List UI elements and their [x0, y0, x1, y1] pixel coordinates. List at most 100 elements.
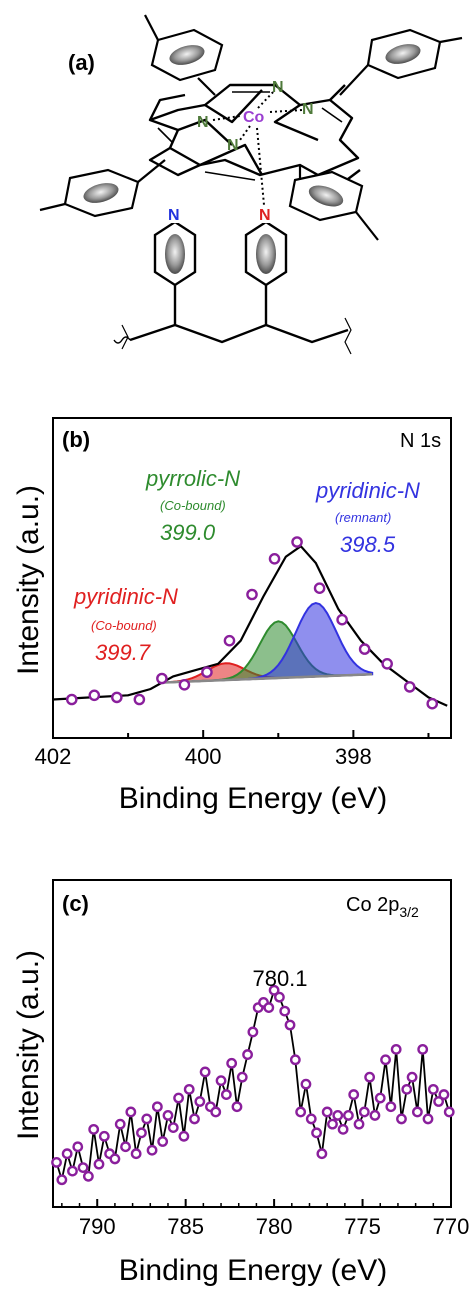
data-point: [332, 1110, 344, 1121]
x-tick-label: 775: [344, 1214, 381, 1239]
data-point: [343, 1110, 354, 1121]
panel-b-y-axis-title: Intensity (a.u.): [12, 485, 45, 675]
data-point: [98, 1130, 110, 1142]
data-point: [291, 536, 303, 548]
pyridinic-co-value: 399.7: [95, 640, 151, 665]
tolyl-group-top-left: [144, 14, 224, 96]
porphyrin-ring: [148, 83, 361, 187]
data-point: [56, 1174, 68, 1186]
data-point: [364, 1071, 376, 1083]
data-point: [130, 1148, 142, 1160]
data-point: [51, 1156, 62, 1168]
data-point: [305, 1113, 317, 1125]
pyridinic-remnant-value: 398.5: [340, 532, 396, 557]
data-point: [93, 1158, 105, 1170]
pyridine-n-left: N: [168, 207, 180, 224]
panel-c-corner-label: Co 2p3/2: [346, 894, 419, 920]
data-point: [141, 1113, 153, 1125]
data-point: [156, 672, 168, 685]
panel-a-label: (a): [68, 50, 95, 75]
data-point: [183, 1083, 195, 1095]
data-point: [427, 1083, 439, 1095]
x-tick-label: 398: [335, 744, 372, 769]
data-point: [88, 689, 101, 702]
coordination-bonds: [212, 89, 303, 206]
data-point: [231, 1101, 243, 1113]
pyridine-ring-right: [244, 205, 288, 325]
data-point: [178, 1130, 190, 1142]
pyridinic-co-sub: (Co-bound): [91, 618, 157, 633]
data-point: [109, 1153, 121, 1165]
pyrrolic-n-name: pyrrolic-N: [145, 466, 240, 491]
x-tick-label: 790: [79, 1214, 116, 1239]
data-point: [111, 691, 123, 704]
data-point: [189, 1113, 200, 1125]
data-point: [67, 1165, 78, 1177]
porphyrin-n-bottom: N: [227, 137, 239, 154]
data-point: [120, 1141, 131, 1153]
panel-b-corner-label: N 1s: [400, 430, 441, 452]
data-point: [353, 1118, 365, 1130]
data-point: [313, 582, 326, 595]
panel-b-x-axis-title: Binding Energy (eV): [119, 782, 387, 815]
data-point: [390, 1043, 402, 1055]
data-point: [316, 1148, 328, 1160]
pyridine-n-right: N: [259, 207, 271, 224]
data-point: [279, 1005, 291, 1017]
data-point: [146, 1144, 158, 1156]
data-point: [443, 1106, 455, 1118]
panel-b-n1s-chart: 402 400 398 (b) N 1s pyrrolic-N (Co-bound)…: [12, 417, 452, 815]
data-point: [226, 1057, 238, 1069]
data-point: [336, 613, 348, 626]
data-point: [274, 991, 285, 1003]
background-line: [158, 673, 373, 684]
porphyrin-n-left: N: [197, 114, 209, 131]
data-point: [125, 1106, 137, 1118]
data-point: [411, 1106, 423, 1118]
data-point: [223, 634, 236, 647]
x-tick-label: 780: [256, 1214, 293, 1239]
panel-c-y-axis-title: Intensity (a.u.): [12, 950, 45, 1140]
data-point: [246, 588, 258, 601]
panel-b-label: (b): [62, 427, 90, 452]
data-point: [403, 681, 416, 693]
data-point: [358, 1106, 370, 1118]
data-point: [242, 1049, 253, 1060]
data-point: [220, 1089, 232, 1100]
data-point: [61, 1148, 73, 1160]
x-tick-label: 402: [35, 744, 72, 769]
polymer-backbone: [113, 317, 352, 355]
data-point: [369, 1110, 381, 1121]
cobalt-atom-label: Co: [243, 109, 265, 126]
data-point: [199, 1066, 211, 1078]
data-point: [72, 1141, 84, 1153]
data-point: [422, 1113, 434, 1125]
panel-a-structure: (a): [39, 14, 463, 355]
data-point: [321, 1106, 333, 1118]
pyrrolic-n-value: 399.0: [160, 520, 216, 545]
panel-c-corner-subscript: 3/2: [399, 904, 419, 920]
data-point: [406, 1071, 418, 1083]
panel-b-plot-frame: [52, 417, 452, 739]
data-point: [201, 666, 213, 679]
data-point: [417, 1043, 429, 1055]
panel-c-plot-frame: [52, 879, 452, 1208]
pyridinic-remnant-sub: (remnant): [335, 510, 391, 525]
data-point: [133, 693, 146, 706]
data-point: [380, 1054, 391, 1066]
data-line: [55, 988, 451, 1181]
panel-c-peak-label: 780.1: [252, 966, 307, 991]
data-point: [178, 679, 191, 691]
porphyrin-n-right: N: [302, 101, 314, 118]
panel-c-corner-main: Co 2p: [346, 894, 399, 916]
data-point: [162, 1110, 174, 1121]
data-point: [438, 1089, 450, 1100]
data-point: [433, 1096, 445, 1107]
data-point: [194, 1096, 206, 1107]
data-point: [114, 1118, 126, 1130]
data-point: [173, 1092, 184, 1104]
data-point: [268, 553, 281, 565]
data-point: [300, 1078, 312, 1090]
data-point: [385, 1101, 397, 1113]
